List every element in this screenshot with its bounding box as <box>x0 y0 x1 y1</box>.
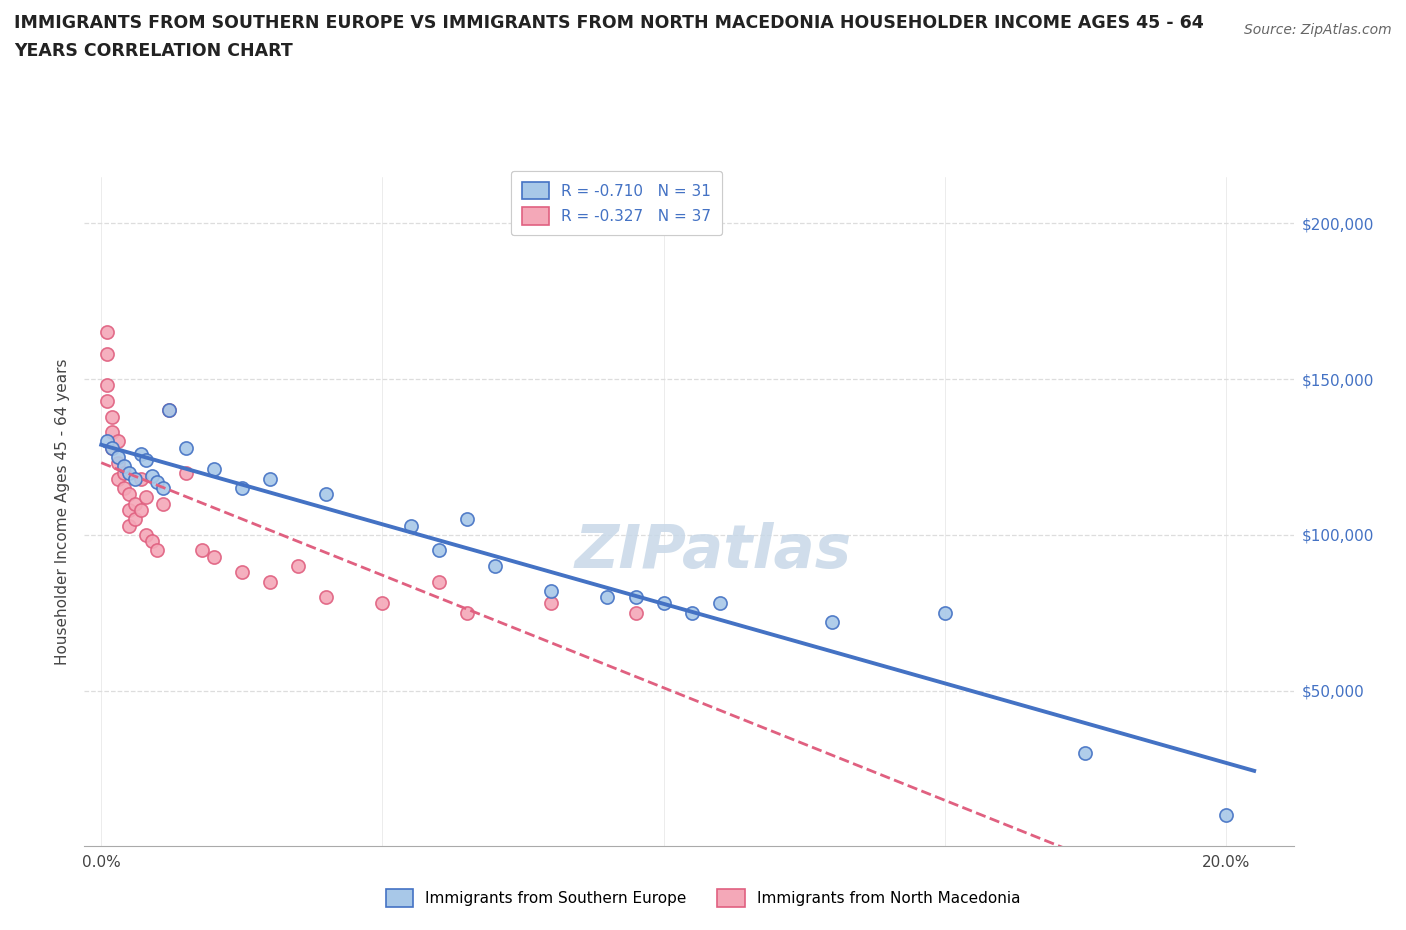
Point <box>135 453 157 468</box>
Legend: R = -0.710   N = 31, R = -0.327   N = 37: R = -0.710 N = 31, R = -0.327 N = 37 <box>510 171 721 235</box>
Point <box>427 574 450 589</box>
Point <box>107 449 129 464</box>
Point <box>101 425 124 440</box>
Point <box>202 462 225 477</box>
Legend: Immigrants from Southern Europe, Immigrants from North Macedonia: Immigrants from Southern Europe, Immigra… <box>380 884 1026 913</box>
Point <box>231 565 253 579</box>
Point <box>624 590 647 604</box>
Point <box>112 465 135 480</box>
Point <box>129 472 152 486</box>
Point <box>157 403 180 418</box>
Point <box>709 596 731 611</box>
Point <box>129 502 152 517</box>
Point <box>934 605 956 620</box>
Point <box>152 497 174 512</box>
Text: ZIPatlas: ZIPatlas <box>575 522 852 581</box>
Point <box>456 605 478 620</box>
Point <box>146 543 169 558</box>
Point <box>101 440 124 455</box>
Point <box>174 440 197 455</box>
Point <box>118 502 141 517</box>
Point <box>107 434 129 449</box>
Point <box>96 378 118 392</box>
Point <box>107 472 129 486</box>
Point <box>456 512 478 526</box>
Point <box>124 497 146 512</box>
Point <box>624 605 647 620</box>
Point <box>96 347 118 362</box>
Point <box>1074 746 1097 761</box>
Point <box>259 574 281 589</box>
Point <box>135 527 157 542</box>
Point <box>141 534 163 549</box>
Point <box>652 596 675 611</box>
Point <box>107 456 129 471</box>
Text: IMMIGRANTS FROM SOUTHERN EUROPE VS IMMIGRANTS FROM NORTH MACEDONIA HOUSEHOLDER I: IMMIGRANTS FROM SOUTHERN EUROPE VS IMMIG… <box>14 14 1204 32</box>
Point <box>101 440 124 455</box>
Point <box>152 481 174 496</box>
Point <box>681 605 703 620</box>
Point <box>112 481 135 496</box>
Point <box>371 596 394 611</box>
Point <box>191 543 214 558</box>
Point <box>596 590 619 604</box>
Point <box>124 472 146 486</box>
Point <box>118 518 141 533</box>
Point <box>124 512 146 526</box>
Point <box>118 465 141 480</box>
Y-axis label: Householder Income Ages 45 - 64 years: Householder Income Ages 45 - 64 years <box>55 358 70 665</box>
Point <box>174 465 197 480</box>
Point <box>112 458 135 473</box>
Point <box>315 590 337 604</box>
Text: Source: ZipAtlas.com: Source: ZipAtlas.com <box>1244 23 1392 37</box>
Point <box>821 615 844 630</box>
Text: YEARS CORRELATION CHART: YEARS CORRELATION CHART <box>14 42 292 60</box>
Point <box>141 468 163 483</box>
Point <box>96 393 118 408</box>
Point <box>96 325 118 339</box>
Point <box>231 481 253 496</box>
Point <box>129 446 152 461</box>
Point <box>287 559 309 574</box>
Point <box>101 409 124 424</box>
Point <box>259 472 281 486</box>
Point <box>315 487 337 502</box>
Point <box>135 490 157 505</box>
Point <box>399 518 422 533</box>
Point <box>202 550 225 565</box>
Point <box>118 487 141 502</box>
Point <box>157 403 180 418</box>
Point <box>427 543 450 558</box>
Point <box>540 583 562 598</box>
Point <box>540 596 562 611</box>
Point <box>146 474 169 489</box>
Point <box>1215 808 1237 823</box>
Point <box>96 434 118 449</box>
Point <box>484 559 506 574</box>
